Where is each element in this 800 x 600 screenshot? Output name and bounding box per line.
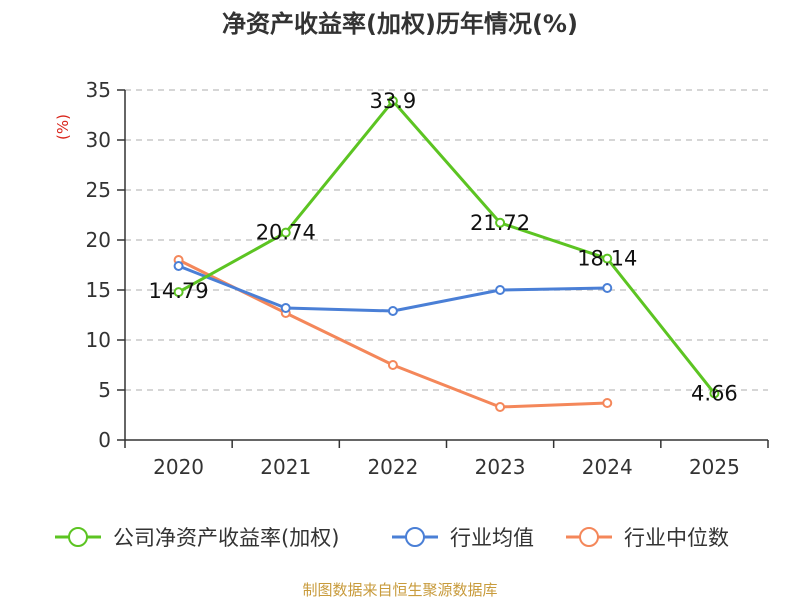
y-tick-label: 25 [86,178,111,202]
chart-title: 净资产收益率(加权)历年情况(%) [222,10,578,38]
series-group [173,96,720,412]
data-label: 18.14 [577,247,637,271]
data-point [709,388,720,399]
x-tick-label: 2021 [260,455,311,479]
gridlines [125,89,768,391]
data-point [602,253,613,264]
legend-item-2[interactable]: 行业中位数 [566,526,729,550]
data-point [602,398,613,408]
legend-label: 行业中位数 [624,526,729,550]
x-tick-label: 2022 [367,455,418,479]
x-tick-label: 2025 [689,455,740,479]
data-point [387,96,398,106]
legend-item-1[interactable]: 行业均值 [392,526,534,550]
x-tick-label: 2020 [153,455,204,479]
y-axis: 0 5 10 15 20 25 30 35 [86,78,125,452]
legend-marker [579,527,599,547]
data-label: 14.79 [149,279,209,303]
legend-marker [405,527,425,547]
y-axis-label: (%) [54,114,72,140]
series-line-1 [178,264,608,313]
y-tick-label: 20 [86,228,111,252]
x-tick-label: 2024 [582,455,633,479]
y-tick-label: 35 [86,78,111,102]
y-tick-label: 30 [86,128,111,152]
source-note: 制图数据来自恒生聚源数据库 [302,581,497,599]
series-line-0 [177,99,716,395]
data-point [280,227,291,238]
data-label: 33.9 [370,89,417,113]
data-point [280,303,291,313]
x-axis: 2020 2021 2022 2023 2024 2025 [124,440,769,479]
legend-label: 公司净资产收益率(加权) [113,526,339,550]
data-point [495,402,506,412]
y-tick-label: 15 [86,278,111,302]
series-line-2 [177,258,608,409]
data-point [495,217,506,228]
data-point [173,287,184,298]
data-point [602,283,613,293]
y-tick-label: 0 [98,428,111,452]
data-labels: 14.79 20.74 33.9 21.72 18.14 4.66 [149,89,738,405]
y-tick-label: 5 [98,378,111,402]
data-label: 4.66 [691,381,738,405]
legend: 公司净资产收益率(加权) 行业均值 行业中位数 [55,526,729,550]
y-tick-label: 10 [86,328,111,352]
data-point [495,285,506,295]
data-label: 20.74 [256,221,316,245]
data-point [173,261,184,271]
data-point [387,306,398,316]
legend-item-0[interactable]: 公司净资产收益率(加权) [55,526,339,550]
data-point [387,360,398,370]
x-tick-label: 2023 [475,455,526,479]
legend-label: 行业均值 [450,526,534,550]
legend-marker [68,527,88,547]
data-label: 21.72 [470,211,530,235]
